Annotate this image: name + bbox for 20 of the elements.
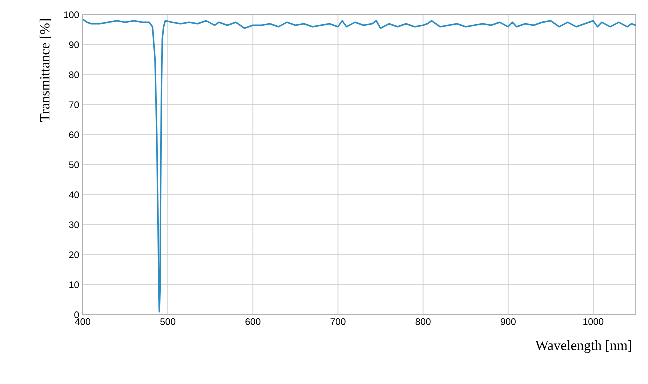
y-tick-label: 70 [69, 102, 80, 108]
x-tick-label: 600 [246, 318, 261, 326]
y-tick-label: 30 [69, 222, 80, 228]
x-axis-title: Wavelength [nm] [536, 340, 632, 354]
y-tick-label: 10 [70, 282, 80, 288]
x-tick-label: 700 [330, 318, 346, 326]
x-tick-label: 500 [160, 318, 176, 326]
x-tick-label: 400 [75, 318, 91, 326]
y-tick-label: 50 [69, 162, 80, 168]
x-tick-label: 1000 [584, 318, 604, 326]
y-tick-label: 80 [69, 72, 80, 78]
y-tick-label: 0 [74, 312, 80, 318]
x-tick-label: 900 [500, 318, 516, 326]
y-tick-label: 20 [69, 252, 80, 258]
y-axis-title: Transmittance [%] [40, 20, 52, 122]
y-tick-label: 90 [69, 42, 80, 48]
y-tick-label: 100 [64, 12, 80, 18]
y-tick-label: 40 [69, 192, 80, 198]
x-tick-label: 800 [416, 318, 431, 326]
y-tick-label: 60 [69, 132, 80, 138]
